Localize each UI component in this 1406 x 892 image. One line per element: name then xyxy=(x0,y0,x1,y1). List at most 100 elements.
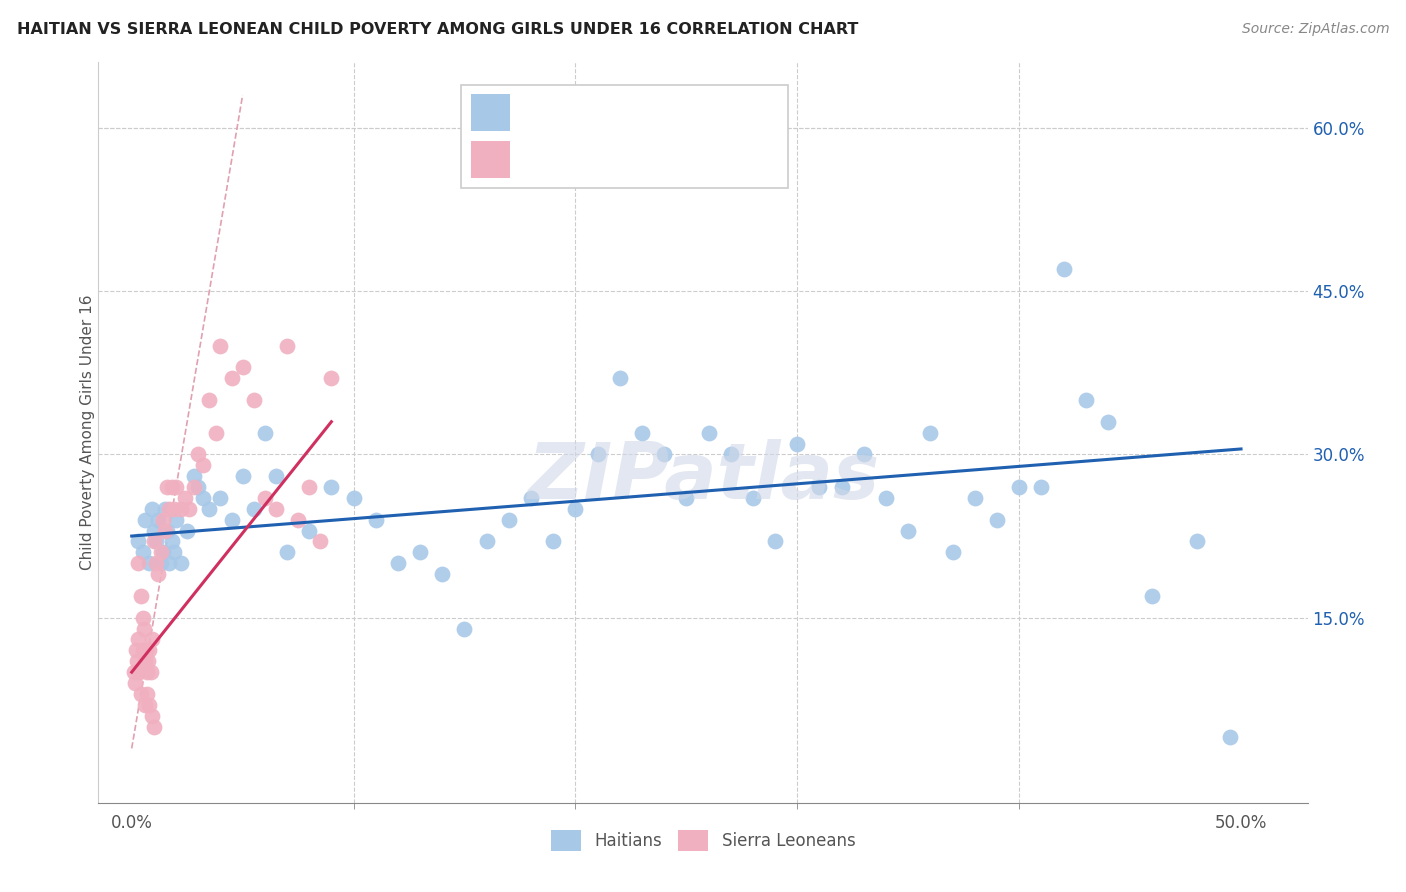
Point xyxy=(157,501,180,516)
Point xyxy=(852,447,875,461)
Point xyxy=(132,545,155,559)
Point xyxy=(198,501,221,516)
Point xyxy=(125,643,148,657)
Point xyxy=(1097,415,1119,429)
Point xyxy=(631,425,654,440)
Text: HAITIAN VS SIERRA LEONEAN CHILD POVERTY AMONG GIRLS UNDER 16 CORRELATION CHART: HAITIAN VS SIERRA LEONEAN CHILD POVERTY … xyxy=(17,22,858,37)
Point xyxy=(152,513,174,527)
Point xyxy=(675,491,697,505)
Point xyxy=(209,338,232,352)
Point xyxy=(132,622,155,636)
Point xyxy=(135,643,157,657)
Point xyxy=(127,556,149,570)
Point xyxy=(253,425,276,440)
Point xyxy=(136,665,159,680)
Point xyxy=(153,524,176,538)
Point xyxy=(129,687,152,701)
Point xyxy=(138,654,160,668)
Point xyxy=(986,513,1008,527)
Point xyxy=(221,371,243,385)
Point xyxy=(198,392,221,407)
Point xyxy=(221,513,243,527)
Point xyxy=(697,425,720,440)
Point xyxy=(165,513,187,527)
Point xyxy=(875,491,897,505)
Point xyxy=(187,480,209,494)
Point xyxy=(134,513,156,527)
Point xyxy=(264,501,287,516)
Point xyxy=(127,632,149,647)
Point xyxy=(321,371,343,385)
Point xyxy=(276,545,298,559)
Point xyxy=(298,524,321,538)
Point xyxy=(183,480,205,494)
Point xyxy=(152,545,174,559)
Point xyxy=(127,654,149,668)
Point xyxy=(122,665,145,680)
Point xyxy=(141,501,163,516)
Point xyxy=(149,556,172,570)
Point xyxy=(242,392,264,407)
Point xyxy=(136,687,159,701)
Point xyxy=(148,567,170,582)
Point xyxy=(160,534,183,549)
Point xyxy=(1008,480,1031,494)
Point xyxy=(652,447,675,461)
Point xyxy=(163,545,186,559)
Point xyxy=(387,556,409,570)
Point xyxy=(138,643,160,657)
Point xyxy=(309,534,332,549)
Point xyxy=(586,447,609,461)
Point xyxy=(1031,480,1053,494)
Point xyxy=(209,491,232,505)
Point xyxy=(153,501,176,516)
Point xyxy=(156,480,179,494)
Point xyxy=(129,589,152,603)
Point xyxy=(564,501,586,516)
Point xyxy=(498,513,520,527)
Point xyxy=(432,567,454,582)
Point xyxy=(520,491,543,505)
Point xyxy=(287,513,309,527)
Point xyxy=(232,360,254,375)
Point xyxy=(141,708,163,723)
Point xyxy=(124,676,146,690)
Point xyxy=(253,491,276,505)
Point xyxy=(321,480,343,494)
Point xyxy=(541,534,564,549)
Point xyxy=(156,524,179,538)
Point xyxy=(1074,392,1097,407)
Point xyxy=(763,534,786,549)
Point xyxy=(127,534,149,549)
Point xyxy=(191,491,214,505)
Point xyxy=(134,654,156,668)
Point xyxy=(179,501,201,516)
Point xyxy=(138,698,160,712)
Point xyxy=(183,469,205,483)
Point xyxy=(475,534,498,549)
Y-axis label: Child Poverty Among Girls Under 16: Child Poverty Among Girls Under 16 xyxy=(80,295,94,570)
Point xyxy=(165,480,187,494)
Point xyxy=(174,491,197,505)
Point xyxy=(128,665,150,680)
Text: ZIPatlas: ZIPatlas xyxy=(527,439,879,515)
Point xyxy=(142,534,165,549)
Point xyxy=(920,425,942,440)
Point xyxy=(364,513,387,527)
Point xyxy=(298,480,321,494)
Point xyxy=(141,632,163,647)
Point xyxy=(142,524,165,538)
Point xyxy=(720,447,742,461)
Point xyxy=(205,425,228,440)
Point xyxy=(160,480,183,494)
Point xyxy=(276,338,298,352)
Point xyxy=(148,513,170,527)
Point xyxy=(132,643,155,657)
Text: Source: ZipAtlas.com: Source: ZipAtlas.com xyxy=(1241,22,1389,37)
Point xyxy=(145,556,167,570)
Point xyxy=(169,501,191,516)
Point xyxy=(808,480,831,494)
Point xyxy=(1142,589,1164,603)
Point xyxy=(242,501,264,516)
Point xyxy=(232,469,254,483)
